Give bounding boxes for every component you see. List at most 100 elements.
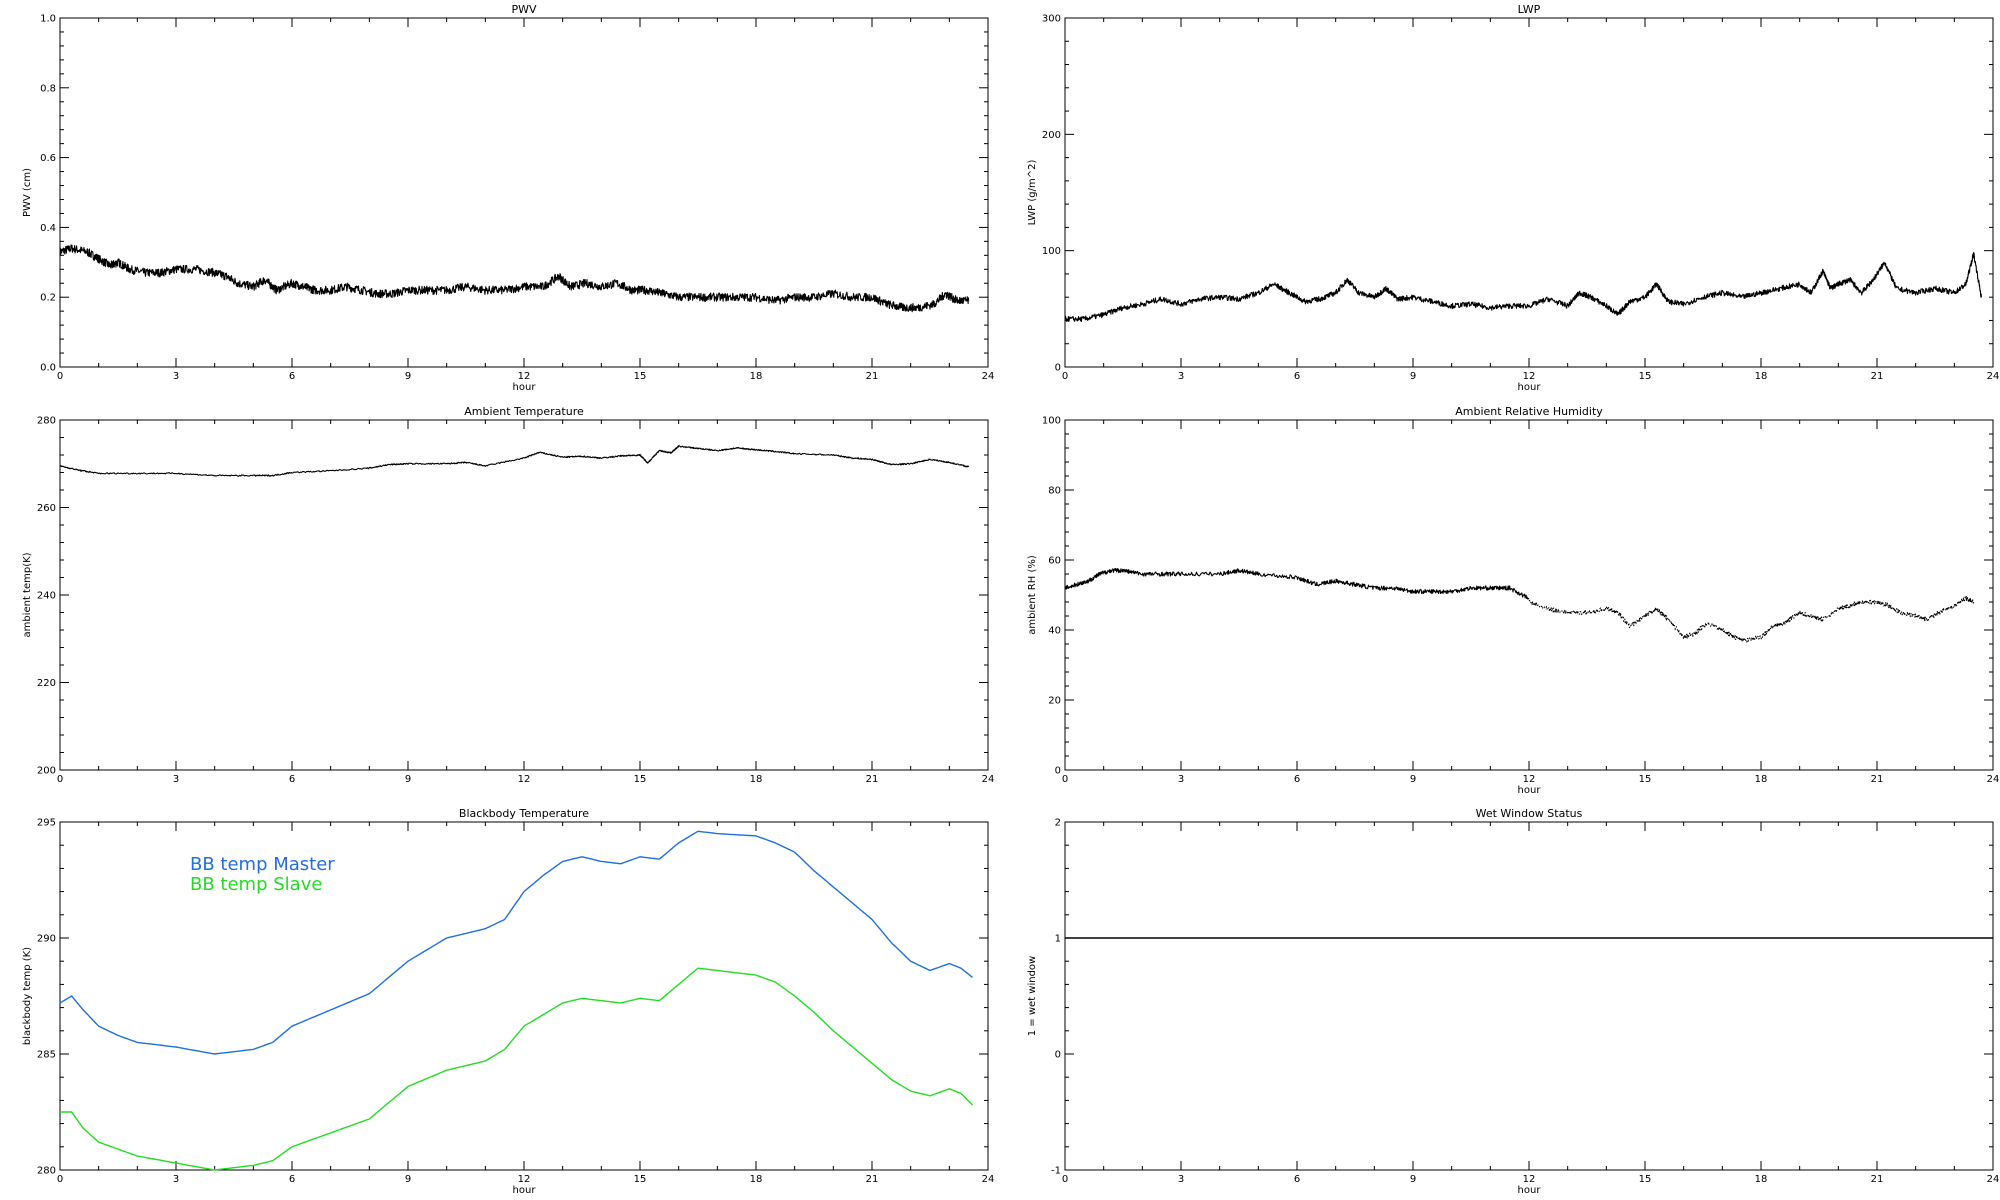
pwv-y-label: PWV (cm) <box>22 168 33 217</box>
y-tick-label: 100 <box>1042 246 1061 257</box>
x-tick-label: 6 <box>1294 371 1300 382</box>
y-tick-label: 280 <box>37 416 56 427</box>
y-tick-label: 200 <box>1042 130 1061 141</box>
y-tick-label: 290 <box>37 934 56 945</box>
y-tick-label: 1 <box>1055 934 1061 945</box>
x-tick-label: 21 <box>1871 371 1884 382</box>
x-tick-label: 3 <box>1178 1174 1184 1185</box>
ambient-rh-panel: Ambient Relative Humidity hour ambient R… <box>1027 405 1999 796</box>
blackbody-temp-bb-temp-master-line <box>59 830 973 1055</box>
ambient-temp-panel: Ambient Temperature ambient temp(K) 0 3 6 9… <box>22 405 994 785</box>
pwv-panel: PWV hour PWV (cm) 0 3 6 9 12 15 18 21 24 0.0 0.2 0.… <box>22 3 994 393</box>
x-tick-label: 0 <box>1062 1174 1068 1185</box>
ambient-temp-series-0-line <box>59 445 970 477</box>
y-tick-label: 200 <box>37 766 56 777</box>
x-tick-label: 9 <box>1410 774 1416 785</box>
lwp-x-label: hour <box>1518 382 1542 393</box>
x-tick-label: 9 <box>1410 1174 1416 1185</box>
pwv-x-label: hour <box>513 382 537 393</box>
x-tick-label: 12 <box>518 371 531 382</box>
x-tick-label: 24 <box>1987 1174 2000 1185</box>
x-tick-label: 6 <box>289 371 295 382</box>
x-tick-label: 0 <box>57 1174 63 1185</box>
x-tick-label: 3 <box>173 371 179 382</box>
x-tick-label: 0 <box>1062 774 1068 785</box>
x-tick-label: 15 <box>634 1174 647 1185</box>
x-tick-label: 0 <box>57 371 63 382</box>
y-tick-label: 2 <box>1055 818 1061 829</box>
plot-frame <box>1064 419 1994 771</box>
blackbody-temp-bb-temp-slave-line <box>60 967 973 1171</box>
pwv-series-0-line <box>59 244 970 313</box>
y-tick-label: -1 <box>1051 1166 1061 1177</box>
lwp-series-0-line <box>1064 251 1982 322</box>
ambient-rh-x-label: hour <box>1518 785 1542 796</box>
ambient-rh-title: Ambient Relative Humidity <box>1455 405 1603 418</box>
x-tick-label: 12 <box>1523 1174 1536 1185</box>
wet-window-title: Wet Window Status <box>1476 807 1583 820</box>
x-tick-label: 12 <box>518 1174 531 1185</box>
x-tick-label: 9 <box>405 774 411 785</box>
x-tick-label: 15 <box>634 371 647 382</box>
ambient-rh-y-label: ambient RH (%) <box>1027 555 1038 635</box>
x-tick-label: 24 <box>982 371 995 382</box>
x-tick-label: 9 <box>405 371 411 382</box>
x-tick-label: 18 <box>1755 371 1768 382</box>
plot-frame <box>59 419 989 771</box>
x-tick-label: 15 <box>1639 774 1652 785</box>
x-tick-label: 24 <box>982 1174 995 1185</box>
x-tick-label: 24 <box>1987 774 2000 785</box>
legend-master: BB temp Master <box>190 854 335 875</box>
x-tick-label: 6 <box>1294 774 1300 785</box>
x-tick-label: 3 <box>1178 371 1184 382</box>
x-tick-label: 3 <box>1178 774 1184 785</box>
y-tick-label: 220 <box>37 678 56 689</box>
y-tick-label: 0.4 <box>40 223 56 234</box>
x-tick-label: 6 <box>289 774 295 785</box>
y-tick-label: 0.6 <box>40 153 56 164</box>
x-tick-label: 12 <box>1523 774 1536 785</box>
x-tick-label: 0 <box>57 774 63 785</box>
y-tick-label: 240 <box>37 591 56 602</box>
plot-frame <box>1064 17 1994 368</box>
x-tick-label: 21 <box>866 774 879 785</box>
ambient-temp-title: Ambient Temperature <box>464 405 584 418</box>
y-tick-label: 295 <box>37 818 56 829</box>
x-tick-label: 9 <box>405 1174 411 1185</box>
y-tick-label: 0 <box>1055 363 1061 374</box>
x-tick-label: 21 <box>866 371 879 382</box>
y-tick-label: 300 <box>1042 14 1061 25</box>
lwp-panel: LWP hour LWP (g/m^2) 0 3 6 9 12 15 18 21 24 0 100 2… <box>1027 3 1999 393</box>
y-tick-label: 0 <box>1055 766 1061 777</box>
y-tick-label: 260 <box>37 503 56 514</box>
y-tick-label: 280 <box>37 1166 56 1177</box>
x-tick-label: 0 <box>1062 371 1068 382</box>
y-tick-label: 60 <box>1048 556 1061 567</box>
blackbody-temp-title: Blackbody Temperature <box>459 807 589 820</box>
x-tick-label: 6 <box>1294 1174 1300 1185</box>
wet-window-x-label: hour <box>1518 1185 1542 1196</box>
x-tick-label: 21 <box>866 1174 879 1185</box>
y-tick-label: 80 <box>1048 486 1061 497</box>
x-tick-label: 18 <box>750 371 763 382</box>
ambient-rh-series-0-line <box>1064 568 1530 600</box>
ambient-temp-y-label: ambient temp(K) <box>22 552 33 637</box>
pwv-title: PWV <box>511 3 537 16</box>
x-tick-label: 6 <box>289 1174 295 1185</box>
x-tick-label: 9 <box>1410 371 1416 382</box>
blackbody-temp-x-label: hour <box>513 1185 537 1196</box>
y-tick-label: 20 <box>1048 696 1061 707</box>
legend-slave: BB temp Slave <box>190 874 322 895</box>
x-tick-label: 15 <box>1639 371 1652 382</box>
x-tick-label: 18 <box>750 774 763 785</box>
x-tick-label: 21 <box>1871 774 1884 785</box>
ambient-rh-series-1-line <box>1528 596 1975 643</box>
x-tick-label: 3 <box>173 774 179 785</box>
y-tick-label: 0 <box>1055 1050 1061 1061</box>
x-tick-label: 12 <box>1523 371 1536 382</box>
x-tick-label: 18 <box>1755 774 1768 785</box>
y-tick-label: 0.8 <box>40 83 56 94</box>
y-tick-label: 1.0 <box>40 14 56 25</box>
y-tick-label: 0.0 <box>40 363 56 374</box>
